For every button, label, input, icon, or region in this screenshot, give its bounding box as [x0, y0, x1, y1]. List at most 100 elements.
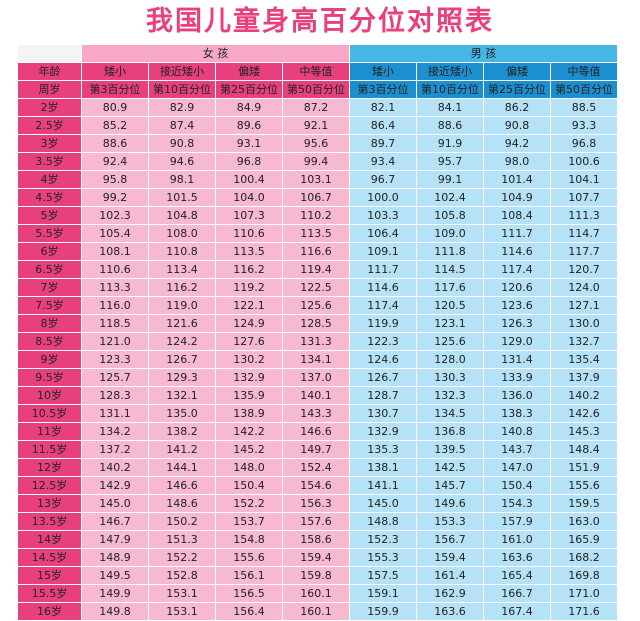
girl-height-cell: 160.1 — [282, 584, 350, 603]
age-cell: 14.5岁 — [17, 548, 82, 567]
girl-height-cell: 134.1 — [282, 350, 350, 369]
table-row: 4.5岁 99.2 101.5 104.0 106.7 100.0 102.4 104.9 10… — [17, 188, 618, 207]
boy-height-cell: 95.7 — [416, 152, 484, 171]
boy-height-cell: 142.6 — [550, 404, 618, 423]
boy-height-cell: 96.7 — [349, 170, 417, 189]
boy-height-cell: 130.3 — [416, 368, 484, 387]
boy-category-header: 偏矮 — [483, 62, 551, 81]
boy-height-cell: 91.9 — [416, 134, 484, 153]
girl-height-cell: 144.1 — [148, 458, 216, 477]
age-cell: 6岁 — [17, 242, 82, 261]
girl-height-cell: 116.2 — [148, 278, 216, 297]
girl-height-cell: 92.4 — [81, 152, 149, 171]
girl-height-cell: 119.4 — [282, 260, 350, 279]
boy-height-cell: 104.1 — [550, 170, 618, 189]
boy-height-cell: 149.6 — [416, 494, 484, 513]
age-label: 年龄 — [17, 62, 82, 81]
girl-height-cell: 132.1 — [148, 386, 216, 405]
boy-height-cell: 145.7 — [416, 476, 484, 495]
boy-height-cell: 155.3 — [349, 548, 417, 567]
table-row: 10.5岁 131.1 135.0 138.9 143.3 130.7 134.5 138.3… — [17, 404, 618, 423]
girl-height-cell: 110.6 — [215, 224, 283, 243]
boy-height-cell: 168.2 — [550, 548, 618, 567]
boy-height-cell: 171.6 — [550, 602, 618, 621]
girl-height-cell: 130.2 — [215, 350, 283, 369]
boy-height-cell: 138.1 — [349, 458, 417, 477]
girl-height-cell: 159.8 — [282, 566, 350, 585]
girl-height-cell: 157.6 — [282, 512, 350, 531]
boy-height-cell: 163.0 — [550, 512, 618, 531]
boy-category-header: 中等值 — [550, 62, 618, 81]
girl-height-cell: 153.1 — [148, 584, 216, 603]
age-cell: 4.5岁 — [17, 188, 82, 207]
boy-height-cell: 120.7 — [550, 260, 618, 279]
girl-height-cell: 113.5 — [282, 224, 350, 243]
boy-percentile-header: 第10百分位 — [416, 80, 484, 99]
boy-height-cell: 109.0 — [416, 224, 484, 243]
boy-height-cell: 156.7 — [416, 530, 484, 549]
boy-height-cell: 119.9 — [349, 314, 417, 333]
boy-height-cell: 90.8 — [483, 116, 551, 135]
table-row: 2岁 80.9 82.9 84.9 87.2 82.1 84.1 86.2 88.5 — [17, 98, 618, 117]
girl-height-cell: 118.5 — [81, 314, 149, 333]
boy-height-cell: 100.0 — [349, 188, 417, 207]
boy-height-cell: 133.9 — [483, 368, 551, 387]
age-cell: 6.5岁 — [17, 260, 82, 279]
girl-height-cell: 122.1 — [215, 296, 283, 315]
age-cell: 11.5岁 — [17, 440, 82, 459]
girl-height-cell: 90.8 — [148, 134, 216, 153]
girl-height-cell: 122.5 — [282, 278, 350, 297]
girl-height-cell: 127.6 — [215, 332, 283, 351]
girl-height-cell: 159.4 — [282, 548, 350, 567]
boy-percentile-header: 第25百分位 — [483, 80, 551, 99]
girl-height-cell: 137.0 — [282, 368, 350, 387]
girl-height-cell: 148.0 — [215, 458, 283, 477]
age-cell: 14岁 — [17, 530, 82, 549]
boy-height-cell: 98.0 — [483, 152, 551, 171]
boy-height-cell: 161.4 — [416, 566, 484, 585]
girl-height-cell: 110.2 — [282, 206, 350, 225]
week-label: 周岁 — [17, 80, 82, 99]
age-cell: 10.5岁 — [17, 404, 82, 423]
girl-height-cell: 132.9 — [215, 368, 283, 387]
girl-height-cell: 148.6 — [148, 494, 216, 513]
boy-height-cell: 134.5 — [416, 404, 484, 423]
girl-height-cell: 141.2 — [148, 440, 216, 459]
boy-height-cell: 108.4 — [483, 206, 551, 225]
girl-height-cell: 128.5 — [282, 314, 350, 333]
age-cell: 7.5岁 — [17, 296, 82, 315]
boy-height-cell: 150.4 — [483, 476, 551, 495]
table-row: 8.5岁 121.0 124.2 127.6 131.3 122.3 125.6 129.0 1… — [17, 332, 618, 351]
girl-height-cell: 138.9 — [215, 404, 283, 423]
boy-height-cell: 109.1 — [349, 242, 417, 261]
boy-height-cell: 132.9 — [349, 422, 417, 441]
boy-height-cell: 169.8 — [550, 566, 618, 585]
girl-height-cell: 93.1 — [215, 134, 283, 153]
boy-height-cell: 107.7 — [550, 188, 618, 207]
girl-height-cell: 128.3 — [81, 386, 149, 405]
table-row: 13岁 145.0 148.6 152.2 156.3 145.0 149.6 154.3 15… — [17, 494, 618, 513]
girl-percentile-header: 第25百分位 — [215, 80, 283, 99]
girl-height-cell: 152.2 — [215, 494, 283, 513]
boy-height-cell: 136.0 — [483, 386, 551, 405]
boy-height-cell: 117.6 — [416, 278, 484, 297]
girl-height-cell: 124.9 — [215, 314, 283, 333]
table-row: 6岁 108.1 110.8 113.5 116.6 109.1 111.8 114.6 117… — [17, 242, 618, 261]
girl-height-cell: 119.0 — [148, 296, 216, 315]
boy-height-cell: 167.4 — [483, 602, 551, 621]
girl-height-cell: 125.6 — [282, 296, 350, 315]
boy-height-cell: 84.1 — [416, 98, 484, 117]
girl-height-cell: 150.2 — [148, 512, 216, 531]
boy-height-cell: 128.0 — [416, 350, 484, 369]
boy-height-cell: 111.3 — [550, 206, 618, 225]
boy-height-cell: 152.3 — [349, 530, 417, 549]
girl-height-cell: 105.4 — [81, 224, 149, 243]
girl-height-cell: 147.9 — [81, 530, 149, 549]
age-cell: 11岁 — [17, 422, 82, 441]
boy-height-cell: 145.0 — [349, 494, 417, 513]
boy-height-cell: 114.7 — [550, 224, 618, 243]
girl-height-cell: 156.4 — [215, 602, 283, 621]
boy-height-cell: 154.3 — [483, 494, 551, 513]
girl-height-cell: 142.2 — [215, 422, 283, 441]
girl-height-cell: 123.3 — [81, 350, 149, 369]
